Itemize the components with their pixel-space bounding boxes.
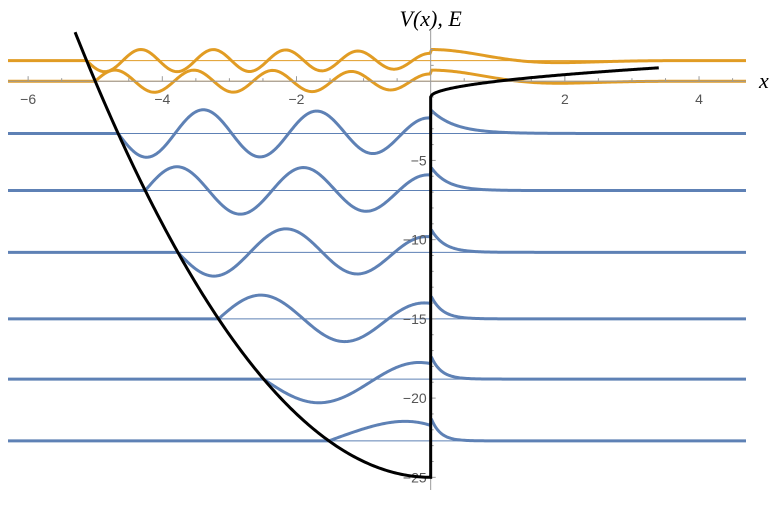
wavefunctions <box>7 48 747 443</box>
y-tick-label: −20 <box>403 390 427 406</box>
wavefunction-curve <box>7 227 747 278</box>
wavefunction-curve <box>7 108 747 159</box>
wavefunction-curve <box>7 417 747 443</box>
wavefunction-curve <box>7 48 747 74</box>
wavefunction-curve <box>7 293 747 344</box>
wavefunction-curve <box>7 165 747 216</box>
x-tick-label: 4 <box>695 91 703 107</box>
y-axis-title: V(x), E <box>400 6 463 31</box>
x-tick-label: −4 <box>154 91 170 107</box>
wavefunction-curve <box>7 355 747 405</box>
axis-ticks: −6 −4 −2 2 4−5−10−15−20−25 <box>20 49 734 485</box>
x-tick-label: −2 <box>289 91 305 107</box>
energy-levels <box>8 60 746 442</box>
axes <box>8 30 746 490</box>
x-tick-label: 2 <box>561 91 569 107</box>
x-tick-label: −6 <box>20 91 36 107</box>
potential <box>73 31 659 479</box>
y-tick-label: −15 <box>403 311 427 327</box>
potential-curve <box>73 31 659 479</box>
wavefunction-curve <box>7 68 747 94</box>
x-axis-title: x <box>758 68 769 93</box>
y-tick-label: −5 <box>411 152 427 168</box>
y-tick-label: −10 <box>403 232 427 248</box>
